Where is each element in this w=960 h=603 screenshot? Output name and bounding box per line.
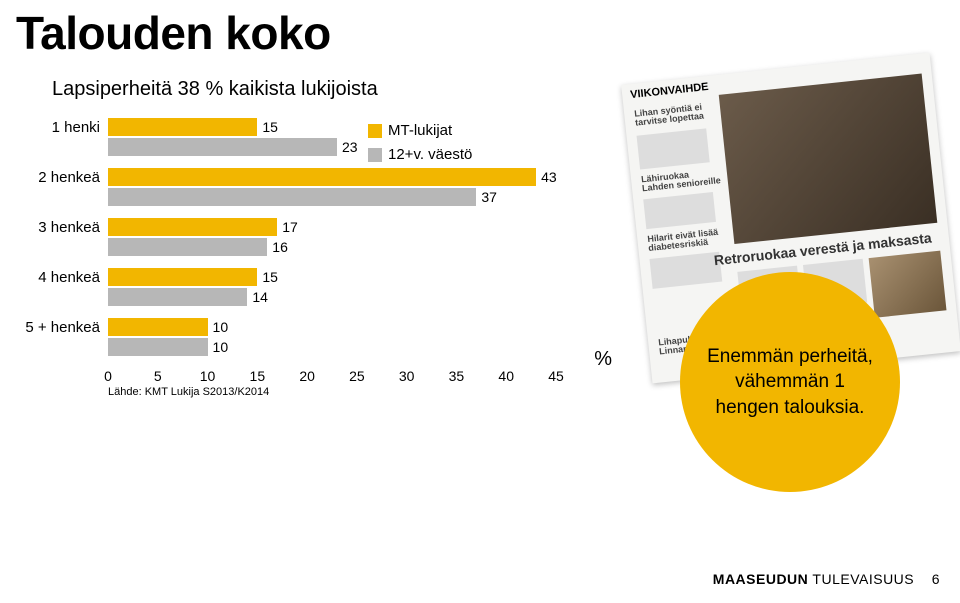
chart-row: 5 + henkeä1010 (18, 318, 578, 358)
page-root: Talouden koko Lapsiperheitä 38 % kaikist… (0, 0, 960, 603)
axis-tick: 0 (104, 368, 112, 384)
news-masthead: VIIKONVAIHDE (630, 82, 709, 102)
bar-series2: 10 (108, 338, 578, 356)
bar-fill (108, 218, 277, 236)
source-line: Lähde: KMT Lukija S2013/K2014 (108, 386, 269, 398)
bar-fill (108, 318, 208, 336)
bar-series1: 17 (108, 218, 578, 236)
bar-value: 23 (342, 139, 358, 155)
bar-fill (108, 288, 247, 306)
bar-value: 16 (272, 239, 288, 255)
axis-tick: 5 (154, 368, 162, 384)
bar-value: 37 (481, 189, 497, 205)
footer-brand: MAASEUDUN TULEVAISUUS 6 (713, 571, 940, 587)
bar-series2: 14 (108, 288, 578, 306)
callout-text: Enemmän perheitä, vähemmän 1 hengen talo… (680, 344, 900, 421)
axis-tick: 10 (200, 368, 216, 384)
bar-fill (108, 168, 536, 186)
page-title: Talouden koko (16, 6, 331, 60)
bar-value: 10 (213, 339, 229, 355)
bar-fill (108, 118, 257, 136)
percent-symbol: % (594, 348, 612, 371)
bar-value: 15 (262, 269, 278, 285)
bar-value: 10 (213, 319, 229, 335)
brand-bold: MAASEUDUN (713, 571, 809, 587)
bar-group: 1716 (108, 218, 578, 258)
brand-light: TULEVAISUUS (808, 571, 914, 587)
page-number: 6 (932, 571, 940, 587)
category-label: 1 henki (18, 118, 108, 137)
category-label: 5 + henkeä (18, 318, 108, 337)
chart-row: 2 henkeä 43 37 (18, 168, 578, 208)
callout-bubble: Enemmän perheitä, vähemmän 1 hengen talo… (680, 272, 900, 492)
bar-fill (108, 138, 337, 156)
bar-series1: 15 (108, 268, 578, 286)
bar-value: 15 (262, 119, 278, 135)
axis-tick: 15 (250, 368, 266, 384)
bar-chart: 1 henki15232 henkeä43373 henkeä17164 hen… (18, 118, 578, 394)
bar-value: 17 (282, 219, 298, 235)
axis-tick: 35 (449, 368, 465, 384)
axis-tick: 20 (299, 368, 315, 384)
subtitle: Lapsiperheitä 38 % kaikista lukijoista (52, 78, 378, 101)
axis-tick: 45 (548, 368, 564, 384)
bar-fill (108, 338, 208, 356)
bar-group: 1514 (108, 268, 578, 308)
bar-series1: 43 (108, 168, 578, 186)
axis-tick: 40 (498, 368, 514, 384)
bar-value: 14 (252, 289, 268, 305)
news-hd-1: Lihan syöntiä ei tarvitse lopettaa (634, 101, 716, 128)
news-hd-2: Lähiruokaa Lahden senioreille (641, 167, 723, 194)
bar-series2: 23 (108, 138, 578, 156)
bar-fill (108, 188, 476, 206)
chart-row: 1 henki1523 (18, 118, 578, 158)
chart-row: 3 henkeä1716 (18, 218, 578, 258)
category-label: 4 henkeä (18, 268, 108, 287)
bar-value: 43 (541, 169, 557, 185)
bar-group: 1010 (108, 318, 578, 358)
category-label: 3 henkeä (18, 218, 108, 237)
chart-row: 4 henkeä1514 (18, 268, 578, 308)
category-label: 2 henkeä (18, 168, 108, 187)
bar-fill (108, 268, 257, 286)
bar-group: 1523 (108, 118, 578, 158)
bar-series2: 16 (108, 238, 578, 256)
news-hd-3: Hilarit eivät lisää diabetesriskiä (647, 227, 729, 254)
bar-series2: 37 (108, 188, 578, 206)
bar-fill (108, 238, 267, 256)
bar-group: 43 37 (108, 168, 578, 208)
axis-tick: 30 (399, 368, 415, 384)
bar-series1: 15 (108, 118, 578, 136)
axis-tick: 25 (349, 368, 365, 384)
bar-series1: 10 (108, 318, 578, 336)
